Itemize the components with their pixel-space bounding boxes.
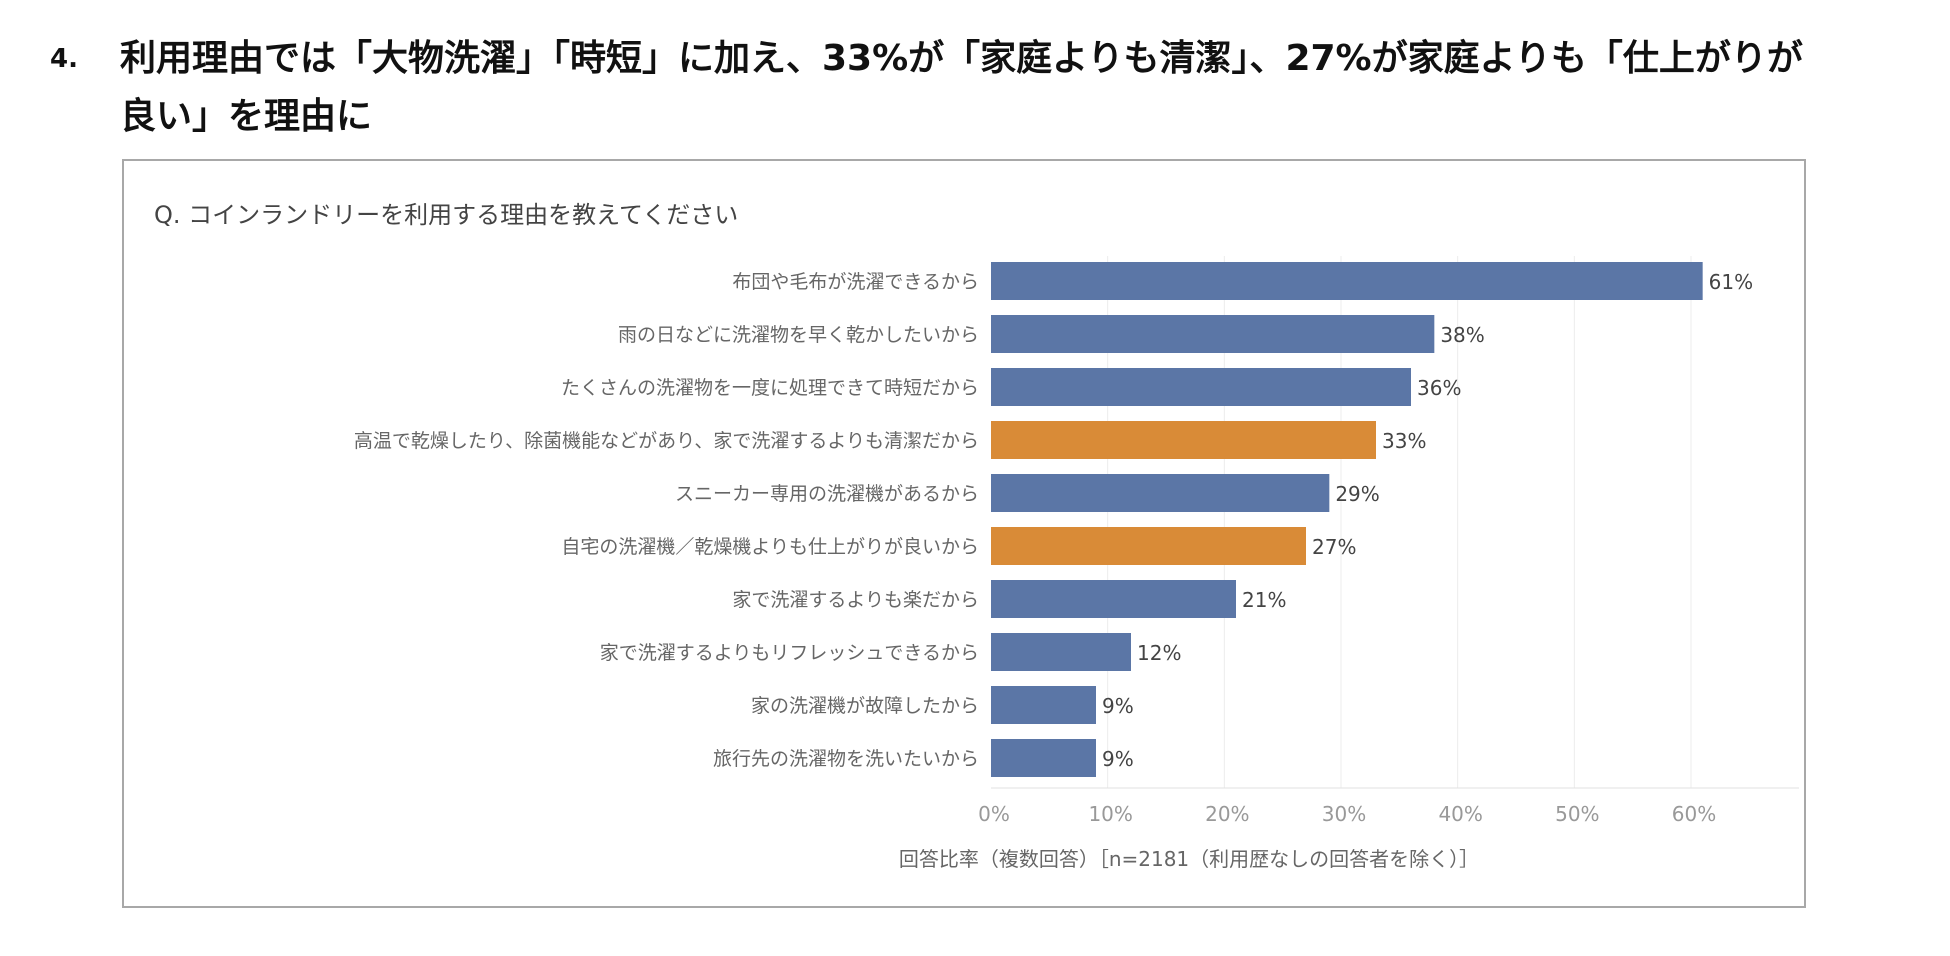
category-label: 旅行先の洗濯物を洗いたいから xyxy=(713,748,979,770)
bar xyxy=(991,686,1096,724)
category-label: 家の洗濯機が故障したから xyxy=(751,695,979,717)
category-label: スニーカー専用の洗濯機があるから xyxy=(675,483,979,505)
category-label: 布団や毛布が洗濯できるから xyxy=(732,271,979,293)
value-label: 9% xyxy=(1102,694,1134,718)
heading-text: 利用理由では「大物洗濯」「時短」に加え、33%が「家庭よりも清潔」、27%が家庭… xyxy=(120,38,1803,137)
value-label: 27% xyxy=(1312,535,1356,559)
bar-chart: 布団や毛布が洗濯できるから 61% 雨の日などに洗濯物を早く乾かしたいから 38% たく… xyxy=(354,256,1799,871)
value-label: 61% xyxy=(1709,270,1753,294)
bar xyxy=(991,315,1435,353)
value-label: 21% xyxy=(1242,588,1286,612)
heading-number: 4. xyxy=(50,44,78,74)
x-tick-label: 40% xyxy=(1438,802,1482,826)
x-tick-label: 0% xyxy=(978,802,1010,826)
chart-title: Q. コインランドリーを利用する理由を教えてください xyxy=(154,201,739,229)
category-label: 高温で乾燥したり、除菌機能などがあり、家で洗濯するよりも清潔だから xyxy=(354,430,979,452)
x-tick-label: 20% xyxy=(1205,802,1249,826)
category-label: 雨の日などに洗濯物を早く乾かしたいから xyxy=(618,324,979,346)
value-label: 12% xyxy=(1137,641,1181,665)
bar xyxy=(991,368,1411,406)
bar xyxy=(991,739,1096,777)
category-label: 家で洗濯するよりもリフレッシュできるから xyxy=(600,642,979,664)
x-tick-label: 10% xyxy=(1088,802,1132,826)
bar xyxy=(991,262,1703,300)
value-label: 38% xyxy=(1440,323,1484,347)
value-label: 29% xyxy=(1335,482,1379,506)
bar xyxy=(991,527,1306,565)
chart-frame: Q. コインランドリーを利用する理由を教えてください 布団や毛布が洗濯できるから… xyxy=(122,159,1806,908)
x-axis-title: 回答比率（複数回答）［n=2181（利用歴なしの回答者を除く）］ xyxy=(899,847,1479,871)
bar xyxy=(991,421,1376,459)
bar xyxy=(991,580,1236,618)
x-tick-label: 30% xyxy=(1322,802,1366,826)
category-label: 家で洗濯するよりも楽だから xyxy=(732,589,979,611)
x-tick-label: 60% xyxy=(1672,802,1716,826)
bar xyxy=(991,474,1330,512)
category-label: 自宅の洗濯機／乾燥機よりも仕上がりが良いから xyxy=(561,536,979,558)
value-label: 36% xyxy=(1417,376,1461,400)
x-tick-label: 50% xyxy=(1555,802,1599,826)
category-label: たくさんの洗濯物を一度に処理できて時短だから xyxy=(561,377,979,399)
bar xyxy=(991,633,1131,671)
value-label: 33% xyxy=(1382,429,1426,453)
value-label: 9% xyxy=(1102,747,1134,771)
